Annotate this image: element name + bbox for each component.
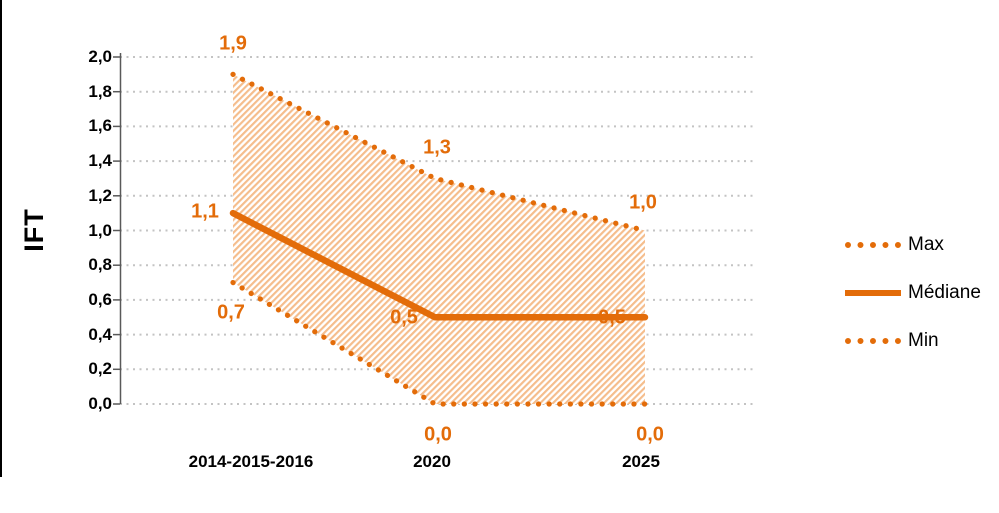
y-tick-label: 1,0: [88, 220, 112, 240]
series-line-max: [230, 71, 648, 234]
y-tick-label: 0,4: [88, 324, 112, 344]
y-tick-label: 1,6: [88, 116, 112, 136]
legend-label-max: Max: [908, 234, 944, 255]
series-line-médiane: [229, 209, 649, 321]
legend-item-min: Min: [845, 330, 981, 351]
data-label-médiane: 0,5: [390, 306, 418, 329]
x-axis-label: 2025: [622, 452, 660, 471]
legend-item-max: Max: [845, 234, 981, 255]
legend-label-mediane: Médiane: [908, 282, 981, 303]
data-label-min: 0,0: [636, 423, 664, 446]
legend-label-min: Min: [908, 330, 939, 351]
y-tick-label: 0,0: [88, 394, 112, 413]
data-label-max: 1,0: [629, 191, 657, 213]
min-max-band-area: [233, 74, 645, 404]
y-tick-label: 2,0: [88, 47, 112, 66]
legend: Max Médiane Min: [845, 234, 981, 379]
dotted-line-swatch-icon: [845, 242, 901, 248]
y-tick-label: 1,4: [88, 151, 112, 171]
left-border-line: [0, 0, 2, 477]
data-label-max: 1,3: [423, 136, 451, 159]
data-label-médiane: 0,5: [598, 306, 626, 329]
data-label-médiane: 1,1: [191, 200, 219, 223]
solid-line-swatch-icon: [845, 290, 901, 296]
x-axis-label: 2020: [413, 452, 451, 471]
y-tick-label: 1,2: [88, 185, 112, 205]
data-label-min: 0,0: [424, 423, 452, 446]
y-tick-label: 0,8: [88, 255, 112, 275]
y-tick-label: 1,8: [88, 81, 112, 101]
series-line-min: [230, 279, 648, 407]
x-axis-label: 2014-2015-2016: [188, 452, 314, 471]
y-tick-label: 0,2: [88, 359, 112, 379]
y-tick-label: 0,6: [88, 289, 112, 309]
data-label-min: 0,7: [217, 301, 245, 324]
dotted-line-swatch-icon: [845, 338, 901, 344]
data-label-max: 1,9: [219, 32, 247, 55]
legend-item-mediane: Médiane: [845, 282, 981, 303]
